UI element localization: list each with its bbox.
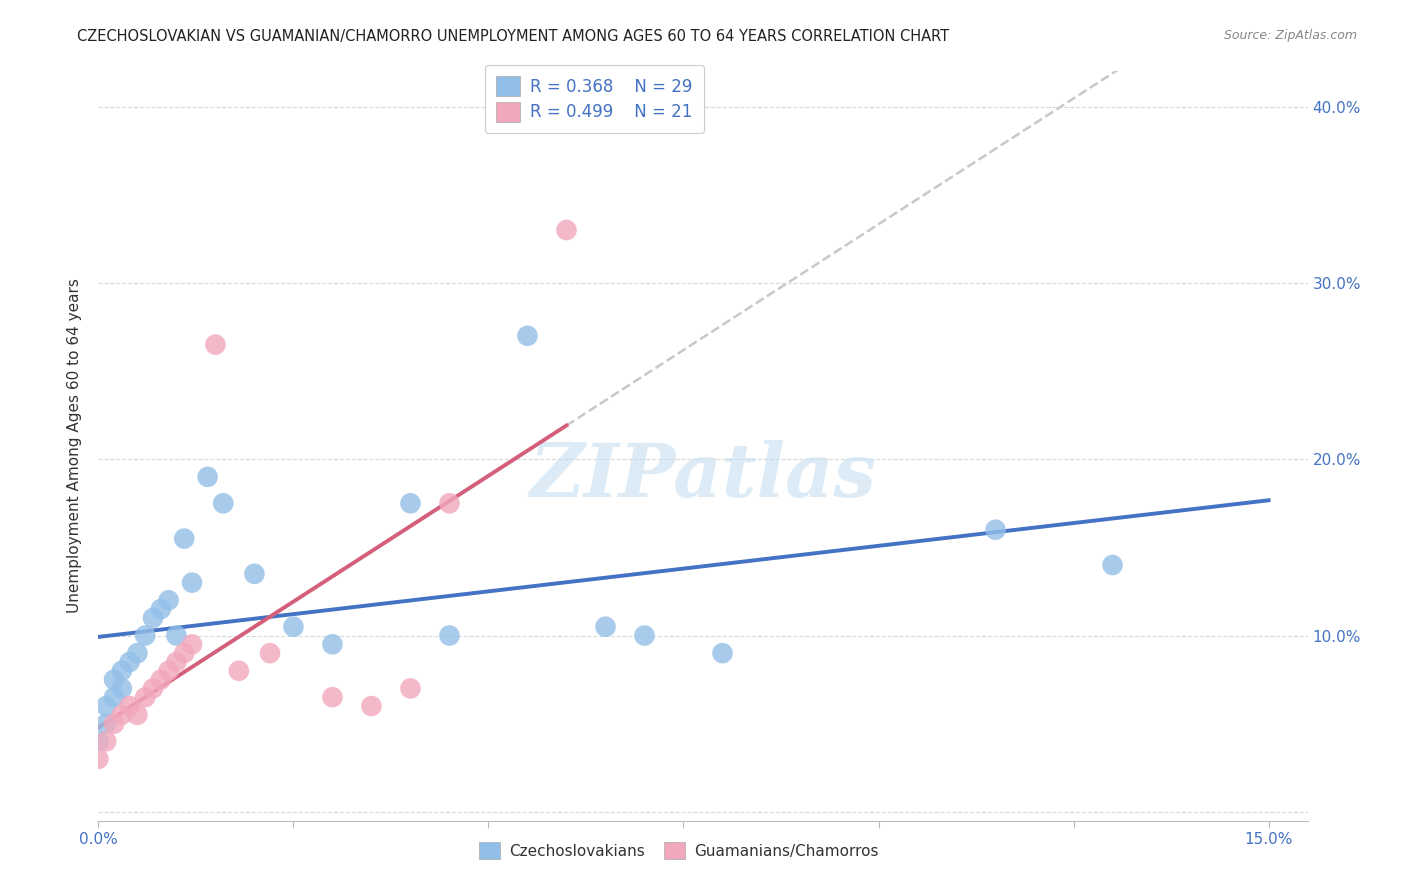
Point xyxy=(87,734,110,748)
Point xyxy=(399,681,422,696)
Point xyxy=(711,646,734,660)
Point xyxy=(165,655,187,669)
Point xyxy=(399,496,422,510)
Point xyxy=(439,628,461,642)
Point xyxy=(103,673,125,687)
Point xyxy=(633,628,655,642)
Point xyxy=(127,707,149,722)
Point xyxy=(181,637,204,651)
Point xyxy=(157,593,180,607)
Point xyxy=(197,470,219,484)
Point xyxy=(360,699,382,714)
Point xyxy=(103,690,125,705)
Point xyxy=(96,734,118,748)
Point xyxy=(96,699,118,714)
Point xyxy=(127,646,149,660)
Point xyxy=(118,699,141,714)
Point xyxy=(259,646,281,660)
Point xyxy=(134,628,156,642)
Legend: Czechoslovakians, Guamanians/Chamorros: Czechoslovakians, Guamanians/Chamorros xyxy=(472,836,884,865)
Point xyxy=(595,620,617,634)
Point xyxy=(228,664,250,678)
Point xyxy=(984,523,1007,537)
Point xyxy=(321,637,343,651)
Text: ZIPatlas: ZIPatlas xyxy=(530,440,876,512)
Point xyxy=(134,690,156,705)
Point xyxy=(118,655,141,669)
Point xyxy=(149,673,172,687)
Point xyxy=(157,664,180,678)
Point xyxy=(96,716,118,731)
Point xyxy=(1101,558,1123,572)
Point xyxy=(103,716,125,731)
Point xyxy=(87,752,110,766)
Point xyxy=(142,681,165,696)
Text: Source: ZipAtlas.com: Source: ZipAtlas.com xyxy=(1223,29,1357,42)
Point xyxy=(111,681,134,696)
Point xyxy=(516,328,538,343)
Point xyxy=(111,707,134,722)
Point xyxy=(173,532,195,546)
Point xyxy=(212,496,235,510)
Point xyxy=(555,223,578,237)
Point xyxy=(283,620,305,634)
Point xyxy=(321,690,343,705)
Point xyxy=(181,575,204,590)
Point xyxy=(165,628,187,642)
Point xyxy=(439,496,461,510)
Point xyxy=(149,602,172,616)
Y-axis label: Unemployment Among Ages 60 to 64 years: Unemployment Among Ages 60 to 64 years xyxy=(67,278,83,614)
Text: CZECHOSLOVAKIAN VS GUAMANIAN/CHAMORRO UNEMPLOYMENT AMONG AGES 60 TO 64 YEARS COR: CZECHOSLOVAKIAN VS GUAMANIAN/CHAMORRO UN… xyxy=(77,29,949,44)
Point xyxy=(204,337,226,351)
Point xyxy=(243,566,266,581)
Point xyxy=(173,646,195,660)
Point xyxy=(111,664,134,678)
Point xyxy=(142,611,165,625)
